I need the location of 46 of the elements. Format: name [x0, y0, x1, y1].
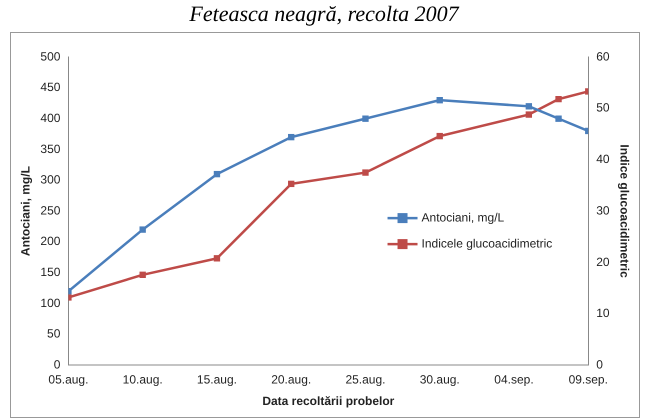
y-tick-label: 450	[40, 80, 61, 94]
x-tick-label: 15.aug.	[196, 372, 237, 387]
y-tick-label: 150	[40, 265, 61, 280]
y2-tick-label: 30	[596, 203, 610, 218]
y-tick-label: 300	[40, 172, 61, 187]
x-tick-label: 10.aug.	[122, 372, 163, 387]
y-tick-label: 350	[40, 142, 61, 156]
y-tick-label: 200	[40, 234, 61, 248]
y2-axis-title: Indice glucoacidimetric	[617, 144, 632, 278]
point	[362, 169, 369, 176]
x-tick-label: 30.aug.	[420, 372, 460, 387]
x-axis-title: Data recoltării probelor	[262, 394, 395, 408]
legend-label: Antociani, mg/L	[422, 210, 505, 224]
chart-title: Feteasca neagră, recolta 2007	[188, 0, 460, 28]
x-tick-label: 05.aug.	[48, 372, 88, 387]
y2-tick-label: 60	[596, 49, 610, 64]
x-tick-label: 04.sep.	[494, 372, 534, 387]
point	[140, 226, 146, 233]
x-tick-label: 20.aug.	[271, 372, 312, 387]
x-tick-label: 09.sep.	[568, 372, 608, 387]
y2-tick-label: 20	[596, 254, 610, 269]
point	[436, 96, 443, 104]
y-tick-label: 400	[40, 110, 61, 125]
point	[214, 255, 220, 262]
y2-tick-label: 50	[596, 100, 610, 115]
y-axis-title: Antociani, mg/L	[18, 166, 33, 256]
point	[288, 134, 294, 140]
point	[140, 272, 146, 278]
y-tick-label: 50	[47, 326, 61, 341]
y2-tick-label: 10	[596, 306, 610, 320]
x-tick-label: 25.aug.	[345, 372, 386, 387]
point	[362, 115, 369, 122]
point	[555, 96, 562, 102]
y-tick-label: 500	[40, 49, 61, 64]
y-tick-label: 100	[40, 296, 61, 310]
point	[555, 115, 562, 122]
legend-label: Indicele glucoacidimetric	[422, 236, 552, 250]
y2-tick-label: 40	[596, 152, 610, 166]
point	[436, 132, 443, 140]
y-tick-label: 0	[54, 358, 61, 372]
y-tick-label: 250	[40, 203, 61, 218]
point	[214, 170, 220, 178]
point	[526, 103, 532, 110]
point	[288, 180, 294, 188]
point	[526, 111, 532, 118]
y2-tick-label: 0	[596, 358, 604, 372]
